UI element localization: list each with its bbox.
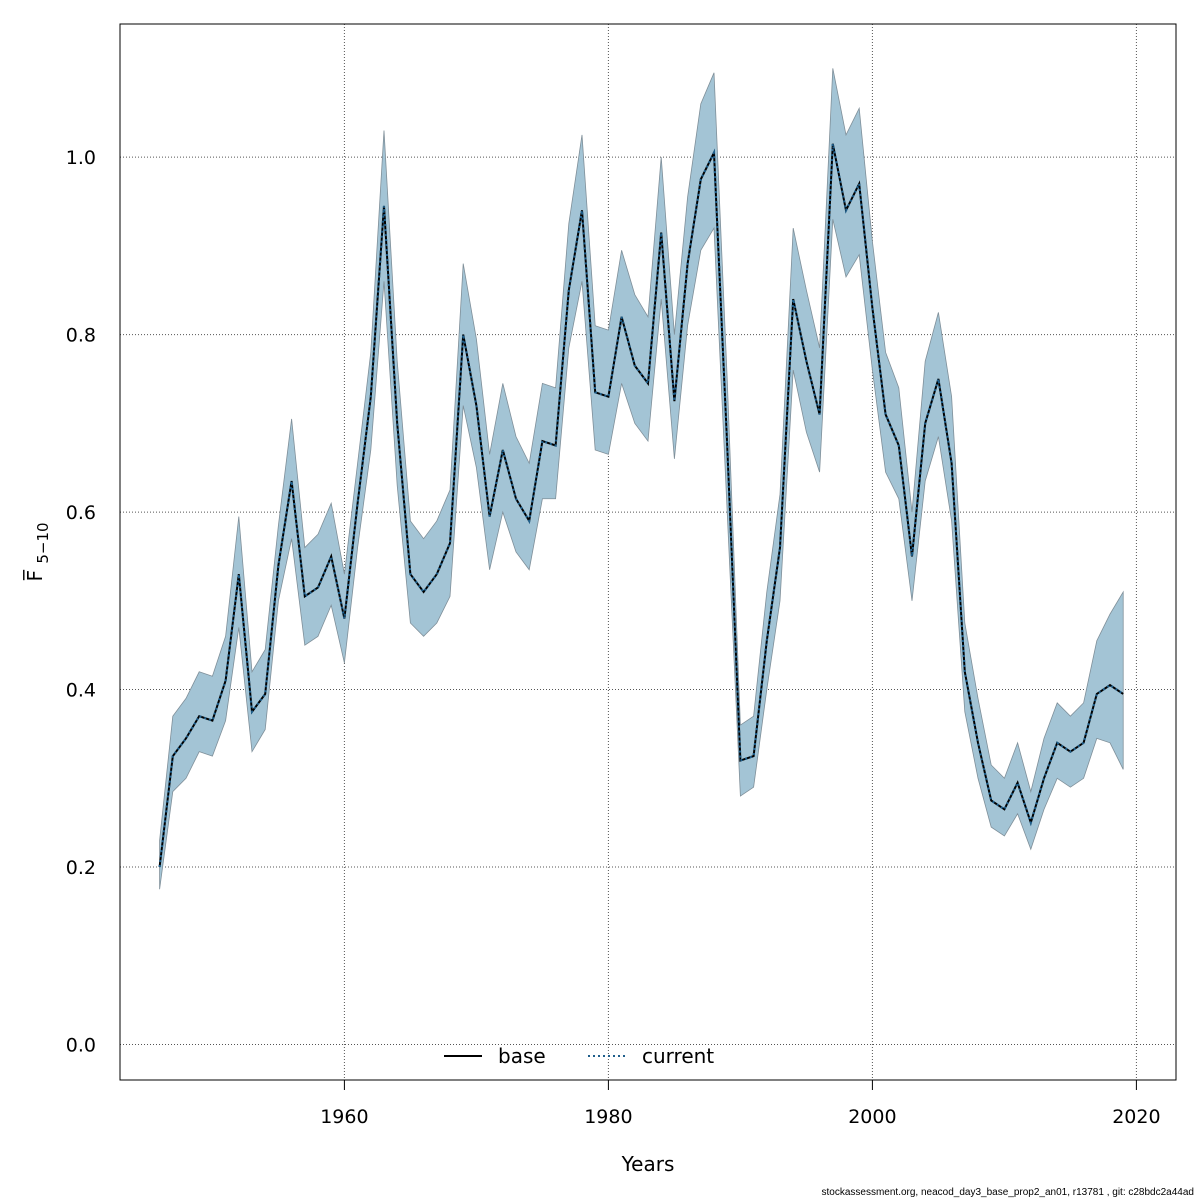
y-axis-title-subscript: 5−10 [34, 522, 52, 563]
axes: 1960 1980 2000 2020 0.0 0.2 0.4 0.6 0.8 1.0 [66, 147, 1161, 1128]
y-tick-label: 0.2 [66, 857, 96, 879]
legend-label-current: current [642, 1044, 714, 1068]
x-tick-label: 1980 [584, 1106, 632, 1128]
y-axis-title: F̅ 5−10 [22, 522, 52, 581]
y-tick-label: 0.0 [66, 1035, 96, 1057]
series-lines [158, 143, 1124, 868]
confidence-band [159, 68, 1124, 890]
series-line-current [158, 143, 1124, 868]
x-axis-title: Years [621, 1152, 675, 1176]
x-tick-label: 1960 [320, 1106, 368, 1128]
y-tick-label: 0.8 [66, 325, 96, 347]
x-tick-label: 2020 [1112, 1106, 1160, 1128]
y-axis-title-main: F̅ [22, 569, 47, 582]
legend-label-base: base [498, 1044, 546, 1068]
footer-note: stockassessment.org, neacod_day3_base_pr… [821, 1187, 1195, 1198]
legend: base current [444, 1044, 714, 1068]
x-tick-label: 2000 [848, 1106, 896, 1128]
confidence-band-area [159, 68, 1124, 890]
y-tick-label: 0.6 [66, 502, 96, 524]
y-tick-label: 1.0 [66, 147, 96, 169]
y-tick-label: 0.4 [66, 680, 96, 702]
